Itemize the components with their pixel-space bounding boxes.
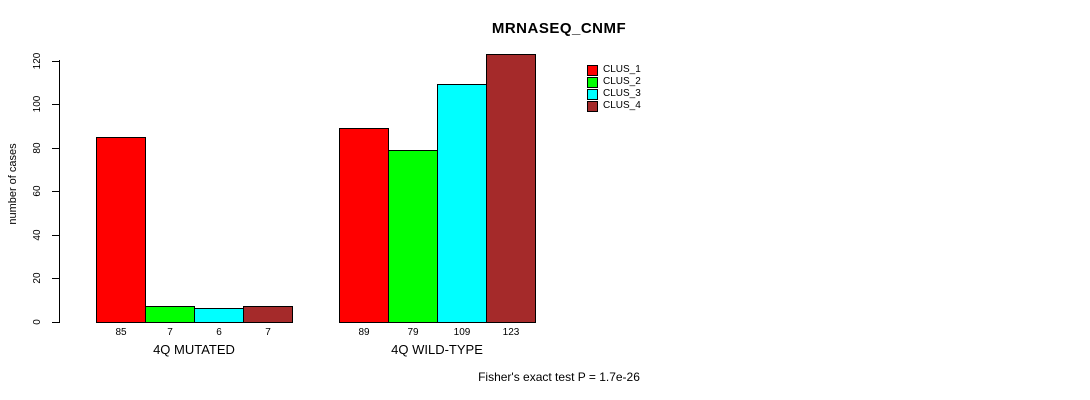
bar-value-label: 109 bbox=[453, 327, 471, 338]
legend-swatch-icon bbox=[587, 76, 598, 88]
legend-swatch-icon bbox=[587, 88, 598, 100]
bar-value-label: 7 bbox=[167, 327, 173, 338]
group-label: 4Q WILD-TYPE bbox=[391, 342, 483, 357]
bar-clus_4-1 bbox=[243, 306, 293, 323]
legend-item: CLUS_4 bbox=[587, 100, 641, 112]
bar-value-label: 85 bbox=[115, 327, 127, 338]
bar-clus_2-1 bbox=[145, 306, 195, 323]
y-tick bbox=[52, 61, 60, 62]
y-axis-label: number of cases bbox=[7, 143, 19, 225]
y-tick bbox=[52, 191, 60, 192]
legend-item: CLUS_3 bbox=[587, 88, 641, 100]
bar-clus_3-1 bbox=[194, 308, 244, 323]
y-tick-label: 0 bbox=[32, 319, 43, 325]
legend-swatch-icon bbox=[587, 64, 598, 76]
legend-item: CLUS_1 bbox=[587, 64, 641, 76]
bar-value-label: 89 bbox=[358, 327, 370, 338]
legend-label: CLUS_1 bbox=[603, 64, 641, 75]
chart-title: MRNASEQ_CNMF bbox=[491, 20, 627, 37]
y-tick-label: 40 bbox=[32, 229, 43, 241]
y-tick-label: 120 bbox=[32, 52, 43, 70]
legend-label: CLUS_4 bbox=[603, 100, 641, 111]
y-tick bbox=[52, 148, 60, 149]
bar-value-label: 7 bbox=[265, 327, 271, 338]
y-tick-label: 100 bbox=[32, 95, 43, 113]
legend-swatch-icon bbox=[587, 100, 598, 112]
y-tick-label: 60 bbox=[32, 185, 43, 197]
bar-value-label: 6 bbox=[216, 327, 222, 338]
y-tick bbox=[52, 278, 60, 279]
bar-clus_4-2 bbox=[486, 54, 536, 323]
bar-clus_2-2 bbox=[388, 150, 438, 323]
bar-value-label: 79 bbox=[407, 327, 419, 338]
bar-clus_3-2 bbox=[437, 84, 487, 323]
bar-value-label: 123 bbox=[502, 327, 520, 338]
y-tick-label: 20 bbox=[32, 272, 43, 284]
y-tick-label: 80 bbox=[32, 142, 43, 154]
bar-clus_1-1 bbox=[96, 137, 146, 323]
bar-clus_1-2 bbox=[339, 128, 389, 323]
legend-label: CLUS_2 bbox=[603, 76, 641, 87]
y-tick bbox=[52, 104, 60, 105]
group-label: 4Q MUTATED bbox=[153, 342, 235, 357]
y-tick bbox=[52, 235, 60, 236]
fisher-test-annotation: Fisher's exact test P = 1.7e-26 bbox=[478, 370, 640, 384]
legend: CLUS_1 CLUS_2 CLUS_3 CLUS_4 bbox=[587, 64, 641, 112]
legend-item: CLUS_2 bbox=[587, 76, 641, 88]
legend-label: CLUS_3 bbox=[603, 88, 641, 99]
y-tick bbox=[52, 322, 60, 323]
